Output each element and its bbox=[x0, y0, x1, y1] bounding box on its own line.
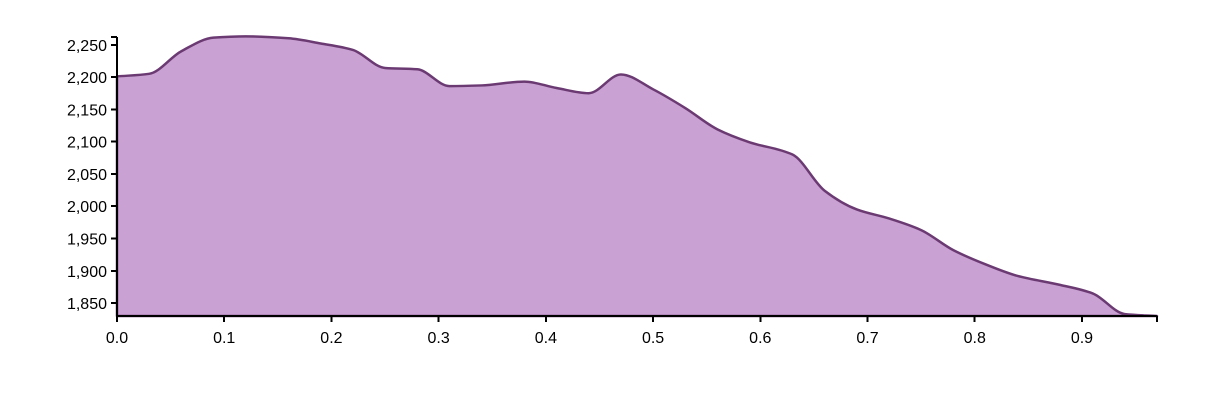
x-tick-label: 0.2 bbox=[320, 330, 342, 347]
x-tick-label: 0.9 bbox=[1071, 330, 1093, 347]
x-tick-label: 0.4 bbox=[535, 330, 557, 347]
x-tick-label: 0.5 bbox=[642, 330, 664, 347]
x-tick-label: 0.8 bbox=[964, 330, 986, 347]
y-tick-label: 1,950 bbox=[67, 232, 107, 249]
area-series-0 bbox=[115, 35, 1159, 318]
y-tick-label: 2,100 bbox=[67, 135, 107, 152]
x-tick-label: 0.0 bbox=[106, 330, 128, 347]
y-tick-label: 1,900 bbox=[67, 264, 107, 281]
plot-area bbox=[115, 35, 1159, 318]
x-tick-label: 0.3 bbox=[428, 330, 450, 347]
y-tick-label: 2,200 bbox=[67, 70, 107, 87]
y-tick-label: 1,850 bbox=[67, 296, 107, 313]
y-tick-label: 2,050 bbox=[67, 167, 107, 184]
y-tick-label: 2,150 bbox=[67, 102, 107, 119]
y-tick-label: 2,250 bbox=[67, 38, 107, 55]
axes: 1,850 1,900 1,950 2,000 2,050 2,100 2,150 2,200… bbox=[67, 36, 1158, 347]
y-tick-label: 2,000 bbox=[67, 199, 107, 216]
x-tick-label: 0.1 bbox=[213, 330, 235, 347]
x-tick-label: 0.6 bbox=[749, 330, 771, 347]
x-tick-label: 0.7 bbox=[856, 330, 878, 347]
